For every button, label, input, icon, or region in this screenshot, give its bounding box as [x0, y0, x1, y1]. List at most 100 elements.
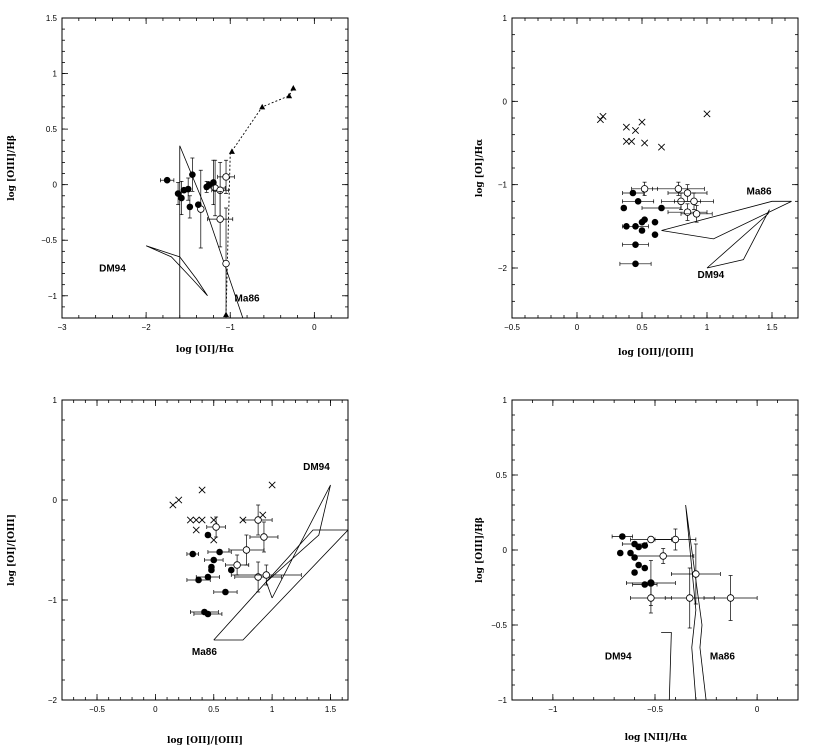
cross-point [175, 496, 183, 504]
y-tick-label: 1.5 [46, 14, 58, 23]
filled-point [194, 201, 202, 208]
open-point [216, 215, 224, 223]
filled-point [186, 203, 194, 211]
open-point [674, 185, 683, 193]
cross-point [186, 516, 194, 524]
filled-point [227, 566, 235, 574]
model-label-ma86: Ma86 [235, 293, 260, 304]
cross-stroke [175, 496, 183, 504]
x-tick-label: −3 [57, 323, 67, 332]
cross-point [268, 481, 276, 489]
filled-point [641, 542, 649, 549]
open-point [254, 573, 262, 581]
x-tick-label: 1.5 [766, 323, 778, 332]
filled-point [184, 185, 192, 193]
filled-point [619, 533, 626, 540]
cross-stroke [657, 143, 666, 151]
cross-stroke [192, 516, 200, 524]
plot-frame [511, 17, 799, 319]
y-tick-label: 1 [503, 396, 508, 405]
x-axis-label: log [OII]/[OIII] [167, 736, 243, 746]
data-layer [596, 110, 792, 269]
x-tick-label: −1 [226, 323, 236, 332]
cross-stroke [169, 501, 177, 509]
panel-3: −0.5 0 0.5 1 1.5 −2 −1 0 1 log [OII]/[OIII] log [O… [7, 396, 349, 746]
x-tick-label: 1 [705, 323, 710, 332]
filled-point [638, 227, 646, 234]
open-point [647, 594, 655, 602]
cross-stroke [198, 516, 206, 524]
cross-stroke [210, 536, 218, 544]
x-tick-label: 0 [575, 323, 580, 332]
panel-4: −1 −0.5 0 −1 −0.5 0 0.5 1 log [NII]/Hα log [OIII]… [475, 396, 799, 743]
x-axis-label: log [NII]/Hα [625, 733, 688, 743]
filled-point [204, 573, 212, 581]
cross-point [628, 137, 636, 145]
open-point [647, 535, 655, 544]
filled-point [635, 561, 642, 569]
cross-point [192, 516, 200, 524]
open-point [222, 259, 230, 268]
x-tick-label: 1 [270, 705, 275, 714]
cross-point [596, 116, 604, 124]
cross-point [599, 112, 607, 120]
open-point [222, 173, 230, 181]
y-axis-label: log [OI]/Hα [475, 139, 485, 197]
cross-point [622, 137, 630, 145]
x-tick-label: −0.5 [647, 705, 663, 714]
y-tick-label: −2 [498, 264, 508, 273]
open-point [212, 523, 220, 531]
cross-stroke [622, 137, 630, 145]
data-layer [145, 85, 297, 318]
y-tick-label: 0.5 [496, 471, 508, 480]
filled-point [651, 231, 659, 238]
y-tick-label: −2 [48, 696, 58, 705]
filled-point [632, 223, 639, 230]
y-tick-label: 0 [503, 97, 508, 106]
filled-point [210, 556, 218, 564]
panel-2: −0.5 0 0.5 1 1.5 −2 −1 0 1 log [OII]/[OIII] log [O… [475, 14, 799, 358]
x-tick-label: −2 [142, 323, 152, 332]
model-dm94 [145, 245, 208, 297]
plot-frame [61, 399, 349, 701]
triangle-point [223, 311, 230, 318]
filled-point [632, 260, 639, 268]
model-ma86 [213, 529, 348, 641]
filled-point [208, 566, 215, 574]
open-point [260, 533, 268, 541]
data-layer [611, 504, 758, 700]
cross-stroke [641, 139, 649, 147]
filled-point [641, 564, 649, 572]
filled-point [658, 204, 665, 212]
filled-point [635, 543, 642, 551]
y-tick-label: 1 [53, 70, 58, 79]
panel-1: −3 −2 −1 0 −1 −0.5 0 0.5 1 1.5 log [OI]/Hα log [OII… [7, 14, 349, 355]
open-point [686, 594, 694, 602]
open-point [262, 571, 270, 579]
cross-stroke [703, 110, 711, 118]
model-dm94 [706, 209, 770, 269]
filled-point [616, 549, 624, 557]
model-label-ma86: Ma86 [192, 647, 217, 658]
open-point [659, 552, 667, 560]
filled-point [204, 610, 212, 618]
triangle-point [259, 103, 266, 110]
cross-stroke [631, 126, 640, 135]
filled-point [204, 531, 212, 539]
model-ma86 [661, 200, 792, 240]
y-tick-label: −1 [498, 181, 508, 190]
cross-stroke [210, 516, 218, 524]
cross-point [622, 123, 630, 131]
cross-stroke [596, 116, 604, 124]
cross-stroke [192, 526, 200, 534]
y-tick-label: −1 [498, 696, 508, 705]
x-tick-label: 0 [153, 705, 158, 714]
filled-point [632, 241, 639, 248]
cross-stroke [259, 511, 267, 519]
filled-point [641, 581, 649, 588]
cross-point [631, 126, 640, 135]
triangle-point [228, 148, 235, 154]
cross-point [638, 118, 646, 126]
cross-stroke [198, 486, 206, 494]
